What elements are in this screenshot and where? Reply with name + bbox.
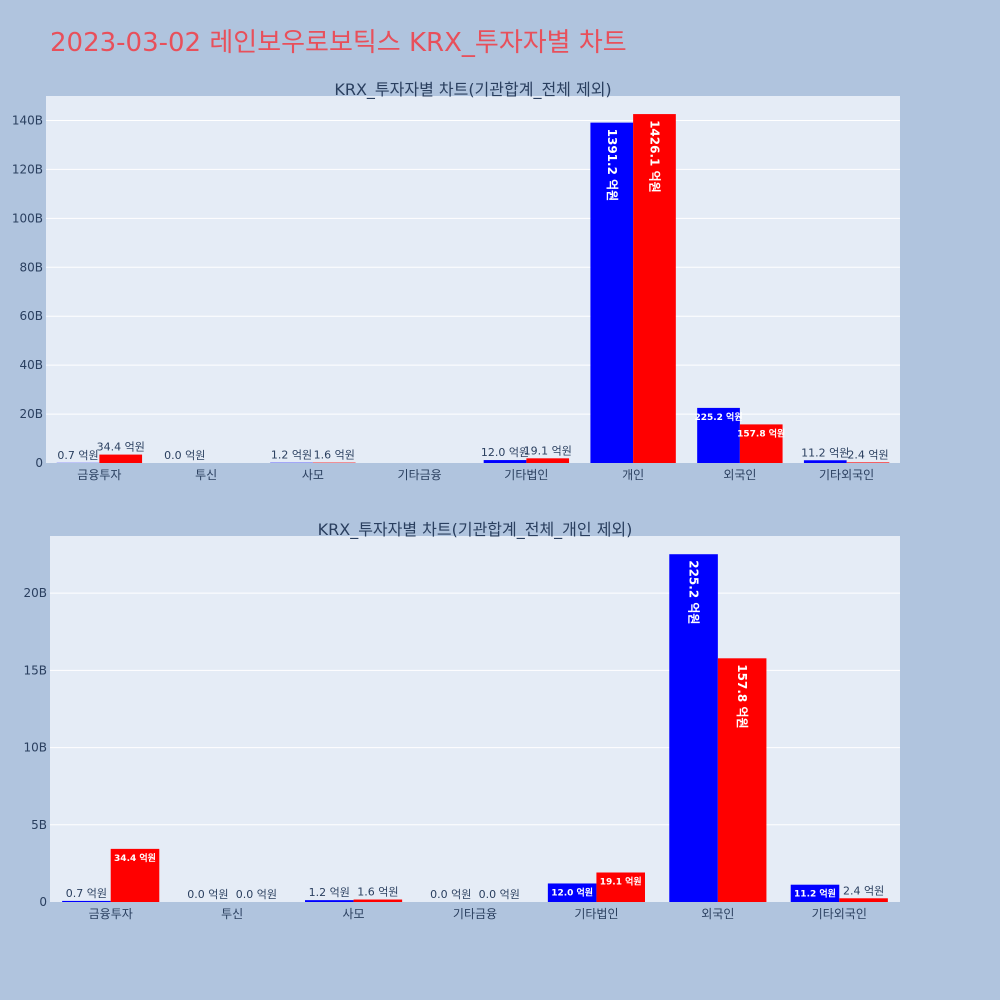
y-tick-label: 5B bbox=[31, 818, 47, 832]
y-tick-label: 80B bbox=[19, 260, 43, 274]
data-label: 1.6 억원 bbox=[314, 449, 355, 462]
bar-sell bbox=[717, 658, 767, 902]
data-label: 12.0 억원 bbox=[551, 886, 593, 898]
bar-sell bbox=[99, 454, 143, 463]
y-tick-label: 0 bbox=[39, 895, 47, 909]
data-label: 11.2 억원 bbox=[801, 446, 849, 459]
data-label: 34.4 억원 bbox=[97, 441, 145, 454]
data-label: 225.2 억원 bbox=[694, 411, 742, 423]
bar-buy bbox=[790, 884, 840, 902]
bar-buy bbox=[483, 460, 527, 463]
data-label: 0.7 억원 bbox=[66, 887, 107, 900]
bar-sell bbox=[839, 898, 888, 902]
y-tick-label: 100B bbox=[12, 211, 43, 225]
x-tick-label: 투신 bbox=[195, 468, 217, 482]
x-tick-label: 개인 bbox=[622, 468, 644, 482]
data-label: 0.0 억원 bbox=[236, 888, 277, 901]
plot-background bbox=[46, 96, 900, 463]
x-tick-label: 외국인 bbox=[723, 468, 756, 482]
data-label: 1.2 억원 bbox=[271, 449, 312, 462]
bar-buy bbox=[305, 900, 354, 902]
page-title: 2023-03-02 레인보우로보틱스 KRX_투자자별 차트 bbox=[50, 28, 627, 58]
data-label: 2.4 억원 bbox=[843, 884, 884, 897]
y-tick-label: 40B bbox=[19, 358, 43, 372]
data-label: 34.4 억원 bbox=[114, 852, 156, 864]
x-tick-label: 사모 bbox=[343, 907, 365, 921]
data-label: 0.0 억원 bbox=[187, 888, 228, 901]
chart-title: KRX_투자자별 차트(기관합계_전체_개인 제외) bbox=[318, 520, 633, 540]
data-label: 225.2 억원 bbox=[687, 560, 701, 624]
bar-sell bbox=[739, 424, 783, 463]
bar-sell bbox=[846, 462, 890, 463]
x-tick-label: 금융투자 bbox=[89, 907, 133, 921]
chart-bottom: KRX_투자자별 차트(기관합계_전체_개인 제외) 0 5B 10B 15B 20B 금융… bbox=[23, 520, 900, 921]
data-label: 1.6 억원 bbox=[357, 886, 398, 899]
x-tick-label: 기타법인 bbox=[504, 468, 548, 482]
y-tick-label: 15B bbox=[23, 663, 47, 677]
y-tick-label: 20B bbox=[23, 586, 47, 600]
data-label: 1391.2 억원 bbox=[605, 129, 619, 202]
data-label: 0.7 억원 bbox=[57, 449, 98, 462]
data-label: 19.1 억원 bbox=[600, 876, 642, 888]
bar-buy bbox=[669, 554, 718, 902]
y-tick-label: 120B bbox=[12, 162, 43, 176]
x-tick-label: 기타외국인 bbox=[819, 468, 874, 482]
x-tick-label: 기타금융 bbox=[453, 907, 497, 921]
bar-sell bbox=[110, 848, 160, 902]
bar-sell bbox=[353, 899, 403, 902]
x-tick-label: 외국인 bbox=[701, 907, 734, 921]
y-tick-label: 0 bbox=[35, 456, 43, 470]
y-tick-label: 140B bbox=[12, 113, 43, 127]
bar-buy bbox=[697, 407, 740, 463]
x-tick-label: 기타외국인 bbox=[812, 907, 867, 921]
data-label: 0.0 억원 bbox=[164, 449, 205, 462]
data-label: 157.8 억원 bbox=[735, 664, 749, 728]
x-tick-label: 사모 bbox=[302, 468, 324, 482]
chart-top: KRX_투자자별 차트(기관합계_전체 제외) 0 20B 40B 60B 80B 100B… bbox=[12, 80, 900, 482]
data-label: 19.1 억원 bbox=[524, 444, 572, 457]
data-label: 2.4 억원 bbox=[847, 448, 888, 461]
data-label: 0.0 억원 bbox=[430, 888, 471, 901]
y-tick-label: 60B bbox=[19, 309, 43, 323]
bar-sell bbox=[633, 114, 676, 463]
bar-buy bbox=[590, 122, 634, 463]
data-label: 11.2 억원 bbox=[794, 888, 836, 900]
data-label: 1.2 억원 bbox=[309, 886, 350, 899]
data-label: 157.8 억원 bbox=[737, 427, 785, 439]
chart-title: KRX_투자자별 차트(기관합계_전체 제외) bbox=[334, 80, 611, 100]
y-tick-label: 20B bbox=[19, 407, 43, 421]
bar-sell bbox=[596, 872, 645, 902]
x-tick-label: 투신 bbox=[221, 907, 243, 921]
bar-buy bbox=[547, 883, 597, 902]
bar-buy bbox=[803, 460, 847, 463]
data-label: 12.0 억원 bbox=[481, 446, 529, 459]
x-tick-label: 금융투자 bbox=[77, 468, 121, 482]
plot-background bbox=[50, 536, 900, 902]
y-tick-label: 10B bbox=[23, 741, 47, 755]
data-label: 0.0 억원 bbox=[479, 888, 520, 901]
bar-buy bbox=[62, 900, 111, 902]
data-label: 1426.1 억원 bbox=[647, 120, 661, 193]
x-tick-label: 기타법인 bbox=[574, 907, 618, 921]
bar-sell bbox=[526, 458, 570, 463]
x-tick-label: 기타금융 bbox=[398, 468, 442, 482]
